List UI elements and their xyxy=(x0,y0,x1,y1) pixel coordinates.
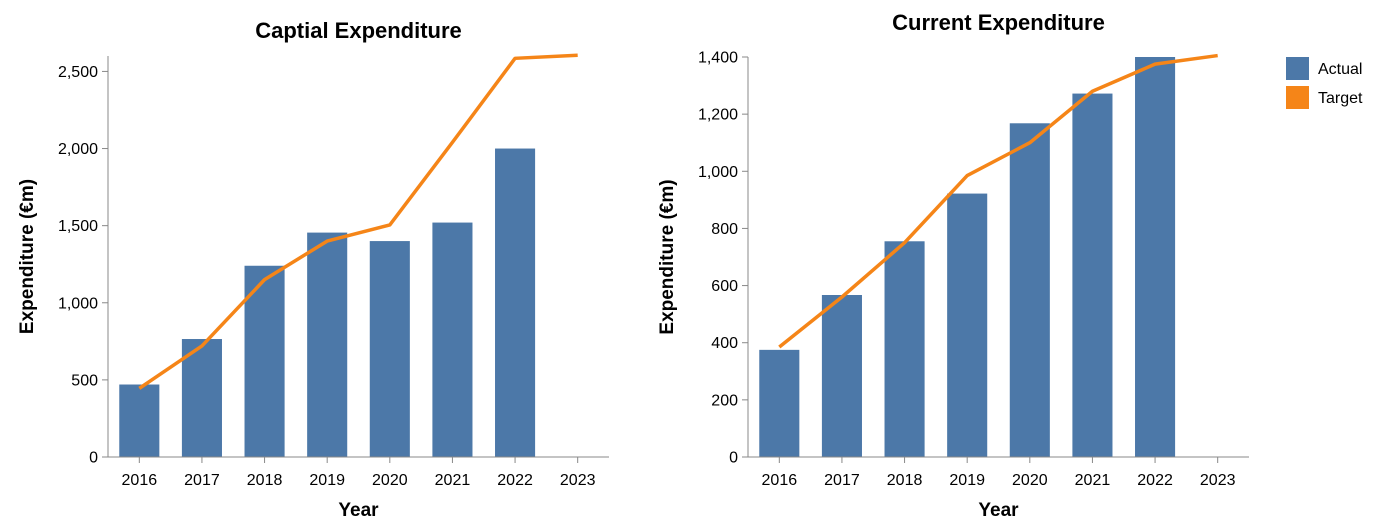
bar-actual-2017 xyxy=(181,339,222,457)
chart-title: Current Expenditure xyxy=(892,10,1105,35)
y-tick-label: 600 xyxy=(711,278,738,295)
x-tick-label: 2022 xyxy=(1137,472,1173,489)
x-tick-label: 2021 xyxy=(435,472,471,489)
y-tick-label: 0 xyxy=(89,450,98,467)
x-tick-label: 2021 xyxy=(1075,472,1111,489)
chart-panel-1: Captial Expenditure 0 500 1,000 1,500 2,000 2,… xyxy=(17,18,609,521)
x-tick-label: 2016 xyxy=(762,472,798,489)
y-tick-label: 2,000 xyxy=(58,141,98,158)
x-axis-title: Year xyxy=(978,500,1019,521)
y-tick-label: 1,000 xyxy=(698,164,738,181)
y-tick-label: 1,400 xyxy=(698,50,738,67)
x-tick-label: 2016 xyxy=(122,472,158,489)
legend-swatch-target xyxy=(1286,86,1309,109)
bar-actual-2018 xyxy=(884,241,925,457)
y-tick-label: 400 xyxy=(711,335,738,352)
x-tick-label: 2018 xyxy=(887,472,923,489)
x-tick-label: 2017 xyxy=(824,472,860,489)
x-tick-label: 2023 xyxy=(1200,472,1236,489)
x-tick-label: 2020 xyxy=(372,472,408,489)
legend: Actual Target xyxy=(1286,57,1363,109)
x-tick-label: 2023 xyxy=(560,472,596,489)
bar-actual-2020 xyxy=(1009,123,1050,458)
x-axis-title: Year xyxy=(338,500,379,521)
y-tick-label: 0 xyxy=(729,450,738,467)
y-tick-label: 800 xyxy=(711,221,738,238)
bar-actual-2022 xyxy=(495,148,536,458)
legend-label-actual: Actual xyxy=(1318,61,1362,78)
y-tick-label: 200 xyxy=(711,392,738,409)
y-axis-title: Expenditure (€m) xyxy=(17,179,38,334)
legend-label-target: Target xyxy=(1318,90,1363,107)
bar-actual-2022 xyxy=(1135,57,1176,457)
chart-panel-2: Current Expenditure 0 200 400 600 800 1,000 1,2… xyxy=(657,10,1249,521)
y-axis-title: Expenditure (€m) xyxy=(657,179,678,334)
legend-swatch-actual xyxy=(1286,57,1309,80)
chart-title: Captial Expenditure xyxy=(255,18,462,43)
line-target xyxy=(778,53,1218,349)
y-tick-label: 1,000 xyxy=(58,295,98,312)
x-tick-label: 2020 xyxy=(1012,472,1048,489)
y-tick-label: 500 xyxy=(71,372,98,389)
x-tick-label: 2022 xyxy=(497,472,533,489)
y-tick-label: 1,200 xyxy=(698,107,738,124)
x-tick-label: 2018 xyxy=(247,472,283,489)
bar-actual-2019 xyxy=(307,232,348,457)
y-tick-label: 1,500 xyxy=(58,218,98,235)
bar-actual-2020 xyxy=(369,241,410,457)
y-tick-label: 2,500 xyxy=(58,64,98,81)
bar-actual-2018 xyxy=(244,265,285,457)
x-tick-label: 2019 xyxy=(949,472,985,489)
bar-actual-2016 xyxy=(759,349,800,457)
bar-actual-2019 xyxy=(947,193,988,458)
bar-actual-2021 xyxy=(432,222,473,457)
bar-actual-2017 xyxy=(821,295,862,457)
x-tick-label: 2019 xyxy=(309,472,345,489)
x-tick-label: 2017 xyxy=(184,472,220,489)
bar-actual-2021 xyxy=(1072,93,1113,458)
bar-actual-2016 xyxy=(119,384,160,457)
line-target xyxy=(138,53,578,390)
